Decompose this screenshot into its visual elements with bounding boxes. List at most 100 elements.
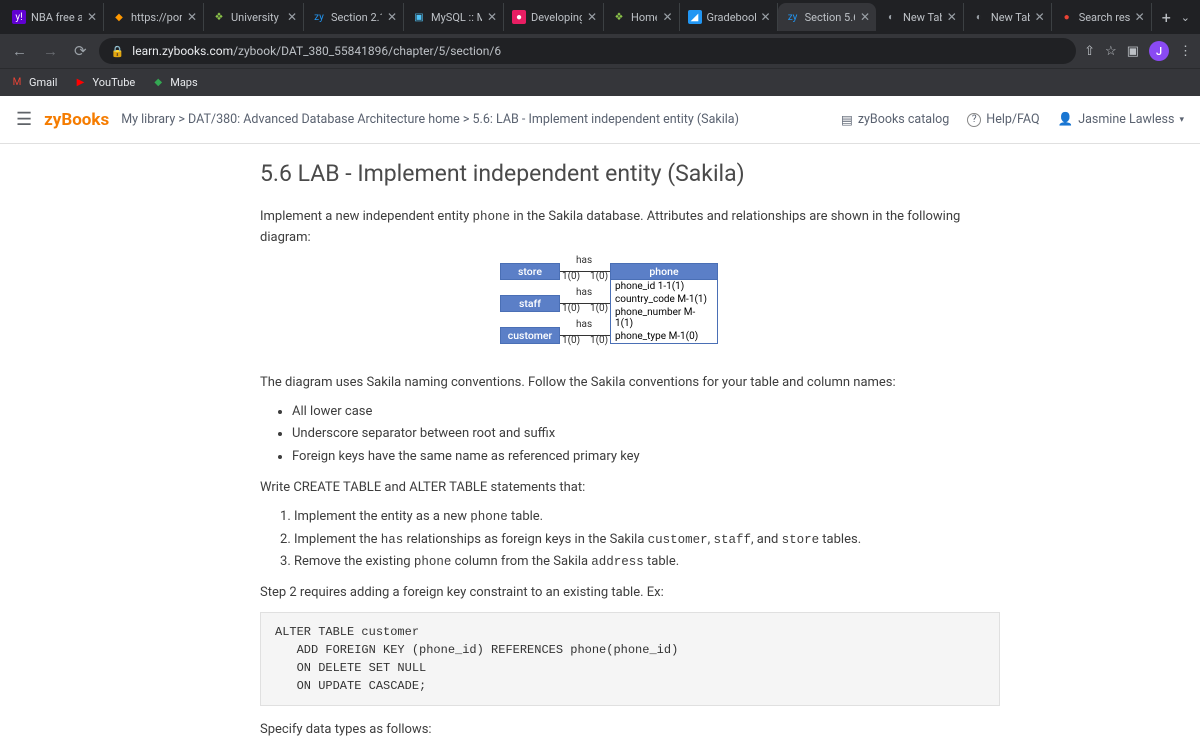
er-phone-row: phone_number M-1(1) bbox=[611, 306, 717, 330]
er-card: 1(0) bbox=[590, 271, 608, 282]
bookmark-label: Gmail bbox=[29, 76, 57, 89]
browser-tab[interactable]: y! NBA free age ✕ bbox=[4, 3, 104, 31]
hamburger-icon[interactable]: ☰ bbox=[16, 109, 32, 130]
er-has-label: has bbox=[576, 255, 592, 266]
chevron-down-icon[interactable]: ⌄ bbox=[1181, 11, 1190, 24]
browser-tab[interactable]: ●Search result✕ bbox=[1052, 3, 1152, 31]
url-path: /zybook/DAT_380_55841896/chapter/5/secti… bbox=[233, 44, 501, 58]
browser-tab[interactable]: zySection 5.6✕ bbox=[778, 3, 876, 31]
user-name: Jasmine Lawless bbox=[1078, 112, 1174, 127]
bookmarks-bar: M Gmail ▶YouTube ◆Maps bbox=[0, 68, 1200, 96]
conventions-intro: The diagram uses Sakila naming conventio… bbox=[260, 373, 1000, 394]
tab-close-icon[interactable]: ✕ bbox=[947, 10, 957, 24]
tab-title: NBA free age bbox=[31, 11, 82, 24]
code-example: ALTER TABLE customer ADD FOREIGN KEY (ph… bbox=[260, 612, 1000, 706]
help-icon: ? bbox=[967, 113, 981, 127]
browser-tab[interactable]: ◢ Gradebook ✕ bbox=[680, 3, 778, 31]
list-item: Remove the existing phone column from th… bbox=[294, 551, 1000, 573]
tab-title: https://portal bbox=[131, 11, 182, 24]
step2-intro: Step 2 requires adding a foreign key con… bbox=[260, 583, 1000, 604]
browser-tab[interactable]: ◐ New Tab ✕ bbox=[964, 3, 1052, 31]
panel-icon[interactable]: ▣ bbox=[1127, 44, 1139, 59]
catalog-label: zyBooks catalog bbox=[858, 112, 949, 127]
tab-close-icon[interactable]: ✕ bbox=[487, 10, 497, 24]
breadcrumb[interactable]: My library > DAT/380: Advanced Database … bbox=[121, 112, 739, 127]
steps-list: Implement the entity as a new phone tabl… bbox=[260, 506, 1000, 573]
er-card: 1(0) bbox=[590, 303, 608, 314]
page-title: 5.6 LAB - Implement independent entity (… bbox=[260, 160, 1000, 187]
bookmark-item[interactable]: M Gmail bbox=[10, 76, 57, 90]
list-item: Foreign keys have the same name as refer… bbox=[292, 446, 1000, 468]
tab-favicon-icon: y! bbox=[12, 10, 26, 24]
share-icon[interactable]: ⇧ bbox=[1084, 44, 1095, 59]
browser-tab[interactable]: ▣MySQL :: My✕ bbox=[404, 3, 504, 31]
er-has-label: has bbox=[576, 287, 592, 298]
url-bar[interactable]: 🔒 learn.zybooks.com/zybook/DAT_380_55841… bbox=[99, 38, 1077, 64]
tab-close-icon[interactable]: ✕ bbox=[860, 10, 870, 24]
url-host: learn.zybooks.com bbox=[132, 44, 233, 58]
kebab-icon[interactable]: ⋮ bbox=[1179, 44, 1192, 59]
write-intro: Write CREATE TABLE and ALTER TABLE state… bbox=[260, 478, 1000, 499]
browser-tab[interactable]: ❖University of✕ bbox=[204, 3, 304, 31]
tab-strip: y!NBA free age✕◆https://portal✕❖Universi… bbox=[0, 0, 1200, 34]
bookmark-icon: ▶ bbox=[73, 76, 87, 90]
bookmark-icon: M bbox=[10, 76, 24, 90]
tab-close-icon[interactable]: ✕ bbox=[187, 10, 197, 24]
tab-title: New Tab bbox=[991, 11, 1030, 24]
lock-icon: 🔒 bbox=[111, 45, 125, 58]
list-item: All lower case bbox=[292, 401, 1000, 423]
er-card: 1(0) bbox=[562, 271, 580, 282]
zybooks-catalog-link[interactable]: ▤ zyBooks catalog bbox=[841, 112, 949, 128]
browser-tab[interactable]: ◐ New Tab ✕ bbox=[876, 3, 964, 31]
tab-close-icon[interactable]: ✕ bbox=[387, 10, 397, 24]
list-item: Implement the has relationships as forei… bbox=[294, 529, 1000, 551]
back-icon[interactable]: ← bbox=[8, 38, 31, 64]
tab-close-icon[interactable]: ✕ bbox=[1135, 10, 1145, 24]
er-diagram: store staff customer phone phone_id 1-1(… bbox=[260, 259, 1000, 359]
tab-title: Gradebook bbox=[707, 11, 756, 24]
tab-favicon-icon: ◐ bbox=[884, 10, 898, 24]
er-card: 1(0) bbox=[562, 335, 580, 346]
browser-tab[interactable]: ◆https://portal✕ bbox=[104, 3, 204, 31]
er-phone-row: phone_id 1-1(1) bbox=[611, 280, 717, 293]
tab-close-icon[interactable]: ✕ bbox=[87, 10, 97, 24]
er-phone-box: phone phone_id 1-1(1) country_code M-1(1… bbox=[610, 263, 718, 344]
tab-close-icon[interactable]: ✕ bbox=[587, 10, 597, 24]
address-bar-row: ← → ⟳ 🔒 learn.zybooks.com/zybook/DAT_380… bbox=[0, 34, 1200, 68]
new-tab-button[interactable]: + bbox=[1152, 8, 1181, 27]
forward-icon[interactable]: → bbox=[39, 38, 62, 64]
tab-title: Search result bbox=[1079, 11, 1130, 24]
tab-favicon-icon: ● bbox=[512, 10, 526, 24]
er-card: 1(0) bbox=[562, 303, 580, 314]
browser-tab[interactable]: ❖Home✕ bbox=[604, 3, 680, 31]
tab-close-icon[interactable]: ✕ bbox=[761, 10, 771, 24]
bookmark-item[interactable]: ▶YouTube bbox=[73, 76, 135, 90]
star-icon[interactable]: ☆ bbox=[1105, 44, 1117, 59]
tab-close-icon[interactable]: ✕ bbox=[287, 10, 297, 24]
er-store-box: store bbox=[500, 263, 560, 280]
reload-icon[interactable]: ⟳ bbox=[70, 38, 91, 64]
er-phone-row: country_code M-1(1) bbox=[611, 293, 717, 306]
tab-title: New Tab bbox=[903, 11, 942, 24]
bookmark-label: Maps bbox=[170, 76, 197, 89]
help-link[interactable]: ? Help/FAQ bbox=[967, 112, 1039, 127]
browser-tab[interactable]: zy Section 2.1 - ✕ bbox=[304, 3, 404, 31]
profile-avatar[interactable]: J bbox=[1149, 41, 1169, 61]
tab-favicon-icon: ◐ bbox=[972, 10, 986, 24]
browser-tab[interactable]: ●Developing S✕ bbox=[504, 3, 604, 31]
tab-close-icon[interactable]: ✕ bbox=[1035, 10, 1045, 24]
user-menu[interactable]: 👤 Jasmine Lawless bbox=[1058, 112, 1184, 127]
intro-code: phone bbox=[473, 210, 511, 224]
zybooks-logo[interactable]: zyBooks bbox=[44, 110, 109, 130]
book-icon: ▤ bbox=[841, 112, 853, 128]
tab-title: Section 2.1 - bbox=[331, 11, 382, 24]
conventions-list: All lower case Underscore separator betw… bbox=[260, 401, 1000, 467]
er-phone-row: phone_type M-1(0) bbox=[611, 330, 717, 343]
main-content: 5.6 LAB - Implement independent entity (… bbox=[0, 144, 1200, 750]
user-icon: 👤 bbox=[1058, 112, 1074, 127]
tab-favicon-icon: ◢ bbox=[688, 10, 702, 24]
help-label: Help/FAQ bbox=[986, 112, 1039, 127]
tab-close-icon[interactable]: ✕ bbox=[662, 10, 672, 24]
tab-favicon-icon: zy bbox=[312, 10, 326, 24]
bookmark-item[interactable]: ◆Maps bbox=[151, 76, 197, 90]
